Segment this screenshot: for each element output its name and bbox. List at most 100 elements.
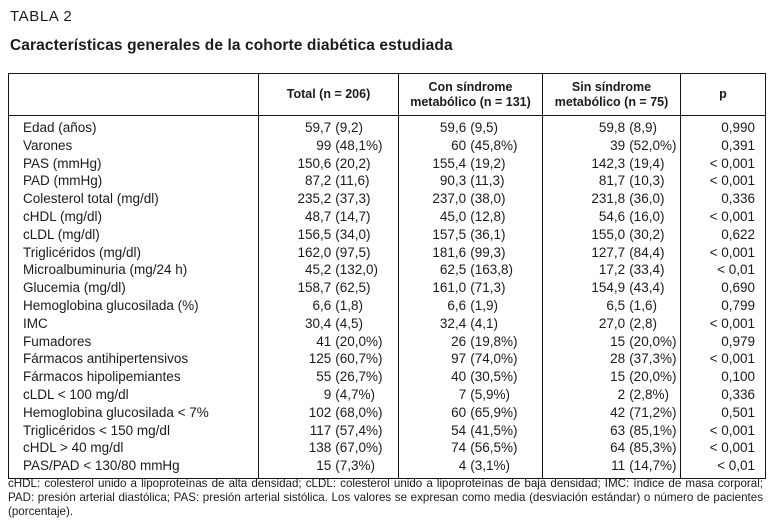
row-label: Hemoglobina glucosilada (%) [23,297,199,313]
table-row: Colesterol total (mg/dl) 235,2 (37,3) 237,0… [9,190,766,208]
value-sd-or-percent: (36,1) [470,226,506,242]
table-row: Fármacos hipolipemiantes 55 (26,7%) 40 (30,5… [9,368,766,386]
value-sd-or-percent: (19,2) [470,155,506,171]
value-sd-or-percent: (11,6) [335,173,370,189]
value-sd-or-percent: (26,7%) [335,369,383,385]
value-sd-or-percent: (10,3) [629,173,665,189]
p-value-cell: < 0,001 [680,350,766,369]
value-sd-or-percent: (71,3) [470,280,506,296]
value-cell: 87,2 (11,6) [258,172,399,191]
value-mean: 45,2 [304,262,332,278]
value-mean: 102 [308,404,332,420]
table-row: Fármacos antihipertensivos 125 (60,7%) 97 (7… [9,350,766,369]
row-label: Microalbuminuria (mg/24 h) [23,262,188,278]
table-title: Características generales de la cohorte … [10,37,453,54]
value-sd-or-percent: (163,8) [470,262,513,278]
value-mean: 156,5 [297,226,332,242]
value-sd-or-percent: (41,5%) [470,422,518,438]
value-sd-or-percent: (97,5) [335,244,371,260]
value-mean: 231,8 [591,191,626,207]
value-cell: 64 (85,3%) [542,439,681,458]
value-cell: 41 (20,0%) [258,332,399,351]
row-label: Fármacos hipolipemiantes [23,369,181,385]
value-cell: 125 (60,7%) [258,350,399,369]
value-cell: 4 (3,1%) [398,457,543,479]
value-cell: 54,6 (16,0) [542,207,681,226]
value-sd-or-percent: (30,2) [629,226,665,242]
value-mean: 48,7 [304,208,332,224]
value-cell: 127,7 (84,4) [542,243,681,262]
p-value-cell: 0,622 [680,225,766,244]
value-sd-or-percent: (14,7%) [629,458,677,474]
p-value-cell: 0,100 [680,368,766,386]
value-sd-or-percent: (9,2) [335,120,364,135]
value-sd-or-percent: (62,5) [335,280,371,296]
table-row: PAS (mmHg) 150,6 (20,2) 155,4 (19,2) 142,3 (19… [9,154,766,173]
value-sd-or-percent: (57,4%) [335,422,383,438]
value-mean: 54 [451,422,467,438]
value-sd-or-percent: (9,5) [470,120,498,135]
value-cell: 142,3 (19,4) [542,154,681,173]
value-sd-or-percent: (14,7) [335,208,371,224]
value-mean: 6,6 [447,297,467,313]
value-mean: 2 [617,386,626,402]
value-sd-or-percent: (56,5%) [470,440,518,456]
value-mean: 41 [316,333,332,349]
row-label: cHDL (mg/dl) [23,208,103,224]
p-value-cell: < 0,001 [680,172,766,191]
value-mean: 9 [323,386,332,402]
table-row: cLDL < 100 mg/dl 9 (4,7%) 7 (5,9%) 2 (2,8%) 0,3… [9,385,766,404]
row-label: Varones [23,137,73,153]
value-sd-or-percent: (38,0) [470,191,506,207]
value-sd-or-percent: (60,7%) [335,351,383,367]
value-sd-or-percent: (20,0%) [335,333,383,349]
value-sd-or-percent: (37,3) [335,191,371,207]
row-label: Edad (años) [23,120,97,135]
table-row: Microalbuminuria (mg/24 h) 45,2 (132,0) 62,… [9,261,766,280]
value-sd-or-percent: (84,4) [629,244,665,260]
value-mean: 60 [451,137,467,153]
table-row: Varones 99 (48,1%) 60 (45,8%) 39 (52,0%) 0,391 [9,136,766,155]
value-sd-or-percent: (67,0%) [335,440,383,456]
value-mean: 74 [451,440,467,456]
row-label: Glucemia (mg/dl) [23,280,126,296]
row-label: PAD (mmHg) [23,173,103,189]
value-mean: 60 [451,404,467,420]
p-value-cell: < 0,001 [680,154,766,173]
value-mean: 99 [316,137,332,153]
p-value-cell: < 0,001 [680,314,766,333]
table-row: cHDL (mg/dl) 48,7 (14,7) 45,0 (12,8) 54,6 (16,… [9,207,766,226]
value-mean: 127,7 [591,244,626,260]
row-label: PAS (mmHg) [23,155,102,171]
value-mean: 162,0 [297,244,332,260]
value-cell: 11 (14,7%) [542,457,681,479]
header-row: Total (n = 206) Con síndrome metabólico (… [8,73,766,116]
p-value-cell: 0,990 [680,115,766,137]
p-value-cell: 0,799 [680,296,766,315]
value-cell: 6,6 (1,8) [258,296,399,315]
value-sd-or-percent: (20,0%) [629,369,677,385]
value-mean: 17,2 [598,262,626,278]
value-mean: 7 [458,386,467,402]
value-mean: 15 [316,458,332,474]
value-mean: 15 [610,333,626,349]
value-mean: 6,6 [312,297,332,313]
value-mean: 90,3 [439,173,467,189]
value-mean: 155,4 [432,155,467,171]
value-cell: 97 (74,0%) [398,350,543,369]
value-cell: 15 (20,0%) [542,332,681,351]
p-value-cell: 0,979 [680,332,766,351]
value-cell: 15 (20,0%) [542,368,681,386]
p-value-cell: 0,336 [680,190,766,208]
value-sd-or-percent: (45,8%) [470,137,518,153]
value-mean: 28 [610,351,626,367]
value-cell: 40 (30,5%) [398,368,543,386]
value-mean: 161,0 [432,280,467,296]
value-cell: 60 (45,8%) [398,136,543,155]
p-value-cell: 0,690 [680,279,766,297]
value-mean: 97 [451,351,467,367]
value-sd-or-percent: (4,1) [470,315,498,331]
column-header: p [680,73,766,116]
value-cell: 237,0 (38,0) [398,190,543,208]
